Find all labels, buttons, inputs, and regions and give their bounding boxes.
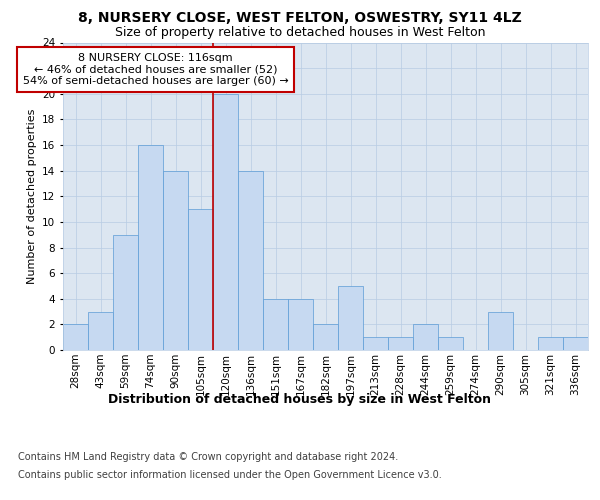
Bar bbox=[163, 170, 188, 350]
Bar bbox=[313, 324, 338, 350]
Bar bbox=[213, 94, 238, 350]
Bar bbox=[188, 209, 213, 350]
Bar bbox=[413, 324, 438, 350]
Bar bbox=[538, 337, 563, 350]
Bar bbox=[388, 337, 413, 350]
Bar bbox=[563, 337, 588, 350]
Bar bbox=[263, 298, 288, 350]
Text: 8, NURSERY CLOSE, WEST FELTON, OSWESTRY, SY11 4LZ: 8, NURSERY CLOSE, WEST FELTON, OSWESTRY,… bbox=[78, 11, 522, 25]
Bar bbox=[338, 286, 363, 350]
Bar bbox=[113, 234, 138, 350]
Bar bbox=[138, 145, 163, 350]
Text: Size of property relative to detached houses in West Felton: Size of property relative to detached ho… bbox=[115, 26, 485, 39]
Bar bbox=[438, 337, 463, 350]
Bar bbox=[288, 298, 313, 350]
Bar bbox=[238, 170, 263, 350]
Bar bbox=[88, 312, 113, 350]
Text: 8 NURSERY CLOSE: 116sqm
← 46% of detached houses are smaller (52)
54% of semi-de: 8 NURSERY CLOSE: 116sqm ← 46% of detache… bbox=[23, 52, 289, 86]
Bar bbox=[488, 312, 513, 350]
Text: Distribution of detached houses by size in West Felton: Distribution of detached houses by size … bbox=[109, 392, 491, 406]
Y-axis label: Number of detached properties: Number of detached properties bbox=[26, 108, 37, 284]
Text: Contains HM Land Registry data © Crown copyright and database right 2024.: Contains HM Land Registry data © Crown c… bbox=[18, 452, 398, 462]
Text: Contains public sector information licensed under the Open Government Licence v3: Contains public sector information licen… bbox=[18, 470, 442, 480]
Bar bbox=[363, 337, 388, 350]
Bar bbox=[63, 324, 88, 350]
